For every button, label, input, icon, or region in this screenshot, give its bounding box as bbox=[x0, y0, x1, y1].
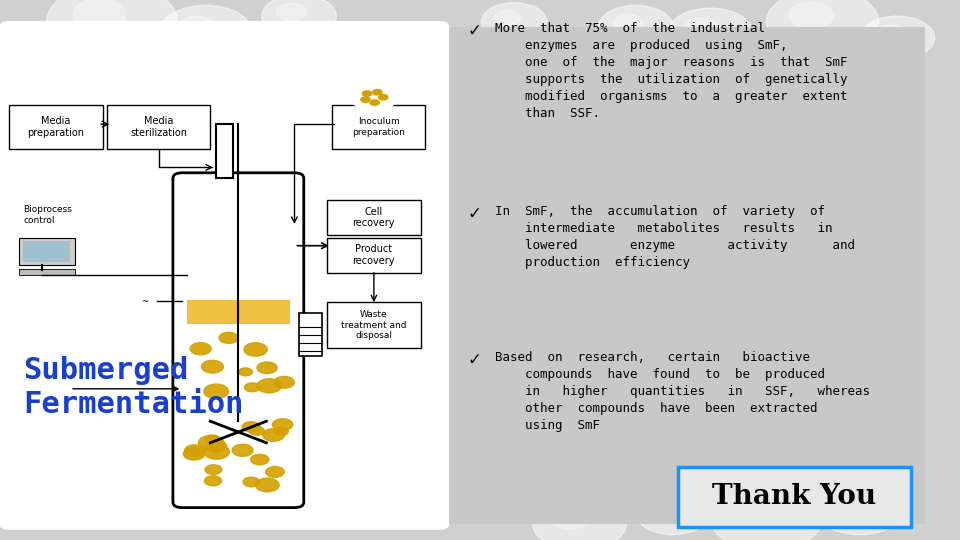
Circle shape bbox=[206, 440, 227, 452]
Circle shape bbox=[533, 497, 626, 540]
Circle shape bbox=[242, 422, 260, 432]
Circle shape bbox=[244, 343, 267, 356]
Circle shape bbox=[494, 10, 520, 25]
FancyBboxPatch shape bbox=[327, 200, 420, 235]
Text: ✓: ✓ bbox=[468, 351, 481, 369]
Bar bbox=[216, 124, 232, 178]
Circle shape bbox=[598, 5, 673, 49]
Circle shape bbox=[250, 427, 264, 435]
FancyBboxPatch shape bbox=[327, 238, 420, 273]
Circle shape bbox=[710, 486, 823, 540]
FancyBboxPatch shape bbox=[327, 302, 420, 348]
Circle shape bbox=[372, 90, 382, 95]
Circle shape bbox=[668, 8, 753, 57]
Circle shape bbox=[255, 478, 279, 492]
Circle shape bbox=[732, 499, 778, 525]
Circle shape bbox=[274, 427, 288, 436]
Circle shape bbox=[184, 445, 204, 456]
Text: Waste
treatment and
disposal: Waste treatment and disposal bbox=[341, 310, 407, 340]
Circle shape bbox=[263, 429, 284, 441]
Circle shape bbox=[860, 16, 935, 59]
Circle shape bbox=[370, 100, 379, 105]
Circle shape bbox=[204, 384, 228, 399]
Circle shape bbox=[205, 465, 222, 475]
Circle shape bbox=[651, 500, 681, 517]
Text: Submerged
Fermentation: Submerged Fermentation bbox=[23, 356, 244, 419]
Circle shape bbox=[685, 18, 719, 37]
FancyBboxPatch shape bbox=[173, 173, 303, 508]
Circle shape bbox=[832, 491, 869, 513]
Text: Media
preparation: Media preparation bbox=[28, 116, 84, 138]
Circle shape bbox=[378, 94, 388, 100]
Circle shape bbox=[204, 444, 229, 459]
Circle shape bbox=[766, 0, 878, 54]
Bar bbox=[23, 241, 70, 262]
Text: More  that  75%  of  the  industrial
    enzymes  are  produced  using  SmF,
   : More that 75% of the industrial enzymes … bbox=[495, 22, 848, 119]
Circle shape bbox=[875, 25, 904, 42]
Bar bbox=[187, 300, 290, 324]
Text: ✓: ✓ bbox=[468, 22, 481, 39]
Circle shape bbox=[202, 360, 224, 373]
Text: Product
recovery: Product recovery bbox=[352, 244, 396, 266]
Text: Based  on  research,   certain   bioactive
    compounds  have  found  to  be  p: Based on research, certain bioactive com… bbox=[495, 351, 871, 432]
FancyBboxPatch shape bbox=[0, 22, 448, 529]
Circle shape bbox=[243, 477, 260, 487]
Circle shape bbox=[199, 435, 224, 450]
Circle shape bbox=[266, 467, 284, 477]
Circle shape bbox=[350, 84, 397, 111]
FancyBboxPatch shape bbox=[108, 105, 210, 148]
FancyBboxPatch shape bbox=[332, 105, 425, 148]
Circle shape bbox=[47, 0, 178, 59]
Text: Media
sterilization: Media sterilization bbox=[131, 116, 187, 138]
Circle shape bbox=[636, 491, 710, 535]
Circle shape bbox=[262, 0, 337, 38]
Bar bbox=[18, 269, 75, 275]
Circle shape bbox=[362, 91, 372, 96]
Circle shape bbox=[613, 14, 643, 31]
FancyBboxPatch shape bbox=[678, 467, 911, 526]
Circle shape bbox=[190, 343, 211, 355]
Text: In  SmF,  the  accumulation  of  variety  of
    intermediate   metabolites   re: In SmF, the accumulation of variety of i… bbox=[495, 205, 855, 269]
Circle shape bbox=[232, 444, 252, 456]
Circle shape bbox=[813, 481, 906, 535]
Circle shape bbox=[789, 2, 833, 28]
Circle shape bbox=[73, 0, 125, 29]
Circle shape bbox=[273, 419, 293, 430]
Text: Thank You: Thank You bbox=[712, 483, 876, 510]
Circle shape bbox=[133, 295, 156, 308]
Circle shape bbox=[178, 16, 215, 38]
Text: ✓: ✓ bbox=[468, 205, 481, 223]
Circle shape bbox=[239, 368, 252, 376]
Text: Cell
recovery: Cell recovery bbox=[352, 206, 396, 228]
Bar bbox=[18, 238, 75, 265]
Text: Bioprocess
control: Bioprocess control bbox=[23, 205, 72, 225]
Circle shape bbox=[551, 508, 588, 529]
Circle shape bbox=[361, 97, 371, 102]
Text: ~: ~ bbox=[141, 297, 149, 306]
FancyBboxPatch shape bbox=[448, 27, 925, 524]
Circle shape bbox=[205, 435, 220, 443]
Circle shape bbox=[159, 5, 252, 59]
Circle shape bbox=[481, 3, 547, 40]
Bar bbox=[300, 313, 323, 356]
Circle shape bbox=[219, 332, 238, 343]
Circle shape bbox=[276, 3, 306, 21]
FancyBboxPatch shape bbox=[10, 105, 103, 148]
Circle shape bbox=[257, 362, 277, 374]
Circle shape bbox=[251, 454, 269, 465]
Circle shape bbox=[257, 379, 281, 393]
Circle shape bbox=[245, 383, 260, 391]
Circle shape bbox=[204, 476, 222, 486]
Text: Inoculum
preparation: Inoculum preparation bbox=[352, 117, 405, 137]
Circle shape bbox=[274, 376, 295, 388]
Circle shape bbox=[183, 448, 204, 460]
